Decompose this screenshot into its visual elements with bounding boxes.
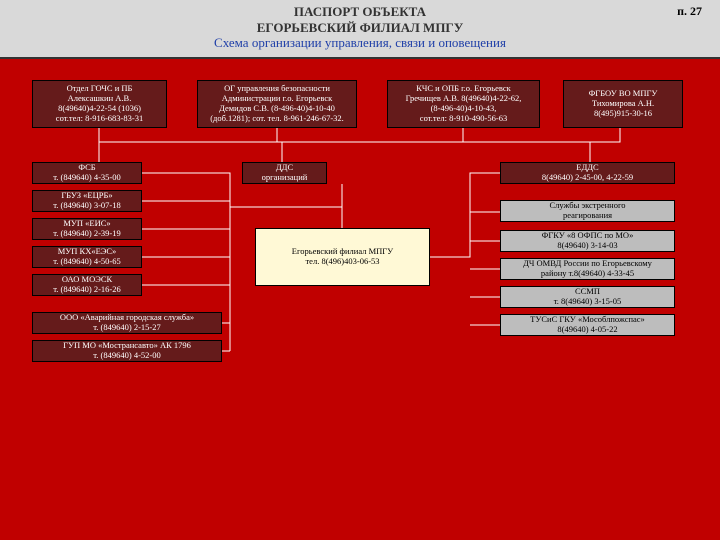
- node-fsb: ФСБт. (849640) 4-35-00: [32, 162, 142, 184]
- node-gbuz: ГБУЗ «ЕЦРБ»т. (849640) 3-07-18: [32, 190, 142, 212]
- page-corner: п. 27: [677, 4, 702, 19]
- node-line: т. (849640) 4-35-00: [53, 173, 121, 183]
- node-line: 8(495)915-30-16: [594, 109, 652, 119]
- node-kchs: КЧС и ОПБ г.о. ЕгорьевскГречищев А.В. 8(…: [387, 80, 540, 128]
- node-otdel: Отдел ГОЧС и ПБАлексашкин А.В.8(49640)4-…: [32, 80, 167, 128]
- node-line: району т.8(49640) 4-33-45: [541, 269, 634, 279]
- node-line: т. 8(49640) 3-15-05: [554, 297, 622, 307]
- node-line: 8(49640) 2-45-00, 4-22-59: [542, 173, 633, 183]
- node-line: т. (849640) 3-07-18: [53, 201, 121, 211]
- node-oao: ОАО МОЭСКт. (849640) 2-16-26: [32, 274, 142, 296]
- subtitle: Схема организации управления, связи и оп…: [0, 35, 720, 51]
- node-gup: ГУП МО «Мострансавто» АК 1796т. (849640)…: [32, 340, 222, 362]
- node-og: ОГ управления безопасностиАдминистрации …: [197, 80, 357, 128]
- diagram-canvas: Отдел ГОЧС и ПБАлексашкин А.В.8(49640)4-…: [0, 52, 720, 540]
- node-mup2: МУП КХ«ЕЭС»т. (849640) 4-50-65: [32, 246, 142, 268]
- node-dds: ДДСорганизаций: [242, 162, 327, 184]
- node-ssmp: ССМПт. 8(49640) 3-15-05: [500, 286, 675, 308]
- node-line: 8(49640) 3-14-03: [557, 241, 617, 251]
- node-line: т. (849640) 2-15-27: [93, 323, 161, 333]
- node-line: т. (849640) 4-52-00: [93, 351, 161, 361]
- node-line: сот.тел: 8-910-490-56-63: [420, 114, 507, 124]
- node-fgbou: ФГБОУ ВО МПГУТихомирова А.Н.8(495)915-30…: [563, 80, 683, 128]
- node-edds: ЕДДС8(49640) 2-45-00, 4-22-59: [500, 162, 675, 184]
- node-fgku: ФГКУ «8 ОФПС по МО»8(49640) 3-14-03: [500, 230, 675, 252]
- title2: ЕГОРЬЕВСКИЙ ФИЛИАЛ МПГУ: [0, 20, 720, 36]
- node-line: реагирования: [563, 211, 612, 221]
- node-line: т. (849640) 2-39-19: [53, 229, 121, 239]
- node-services: Службы экстренногореагирования: [500, 200, 675, 222]
- node-line: 8(49640) 4-05-22: [557, 325, 617, 335]
- node-line: организаций: [262, 173, 308, 183]
- node-tus: ТУСиС ГКУ «Мособлпожспас»8(49640) 4-05-2…: [500, 314, 675, 336]
- node-line: т. (849640) 4-50-65: [53, 257, 121, 267]
- node-mup1: МУП «ЕИС»т. (849640) 2-39-19: [32, 218, 142, 240]
- node-dch: ДЧ ОМВД России по Егорьевскомурайону т.8…: [500, 258, 675, 280]
- node-line: сот.тел: 8-916-683-83-31: [56, 114, 143, 124]
- header: п. 27 ПАСПОРТ ОБЪЕКТА ЕГОРЬЕВСКИЙ ФИЛИАЛ…: [0, 0, 720, 59]
- node-line: (доб.1281); сот. тел. 8-961-246-67-32.: [210, 114, 344, 124]
- title1: ПАСПОРТ ОБЪЕКТА: [0, 4, 720, 20]
- node-center: Егорьевский филиал МПГУтел. 8(496)403-06…: [255, 228, 430, 286]
- node-line: тел. 8(496)403-06-53: [305, 257, 379, 267]
- node-ooo: ООО «Аварийная городская служба»т. (8496…: [32, 312, 222, 334]
- node-line: т. (849640) 2-16-26: [53, 285, 121, 295]
